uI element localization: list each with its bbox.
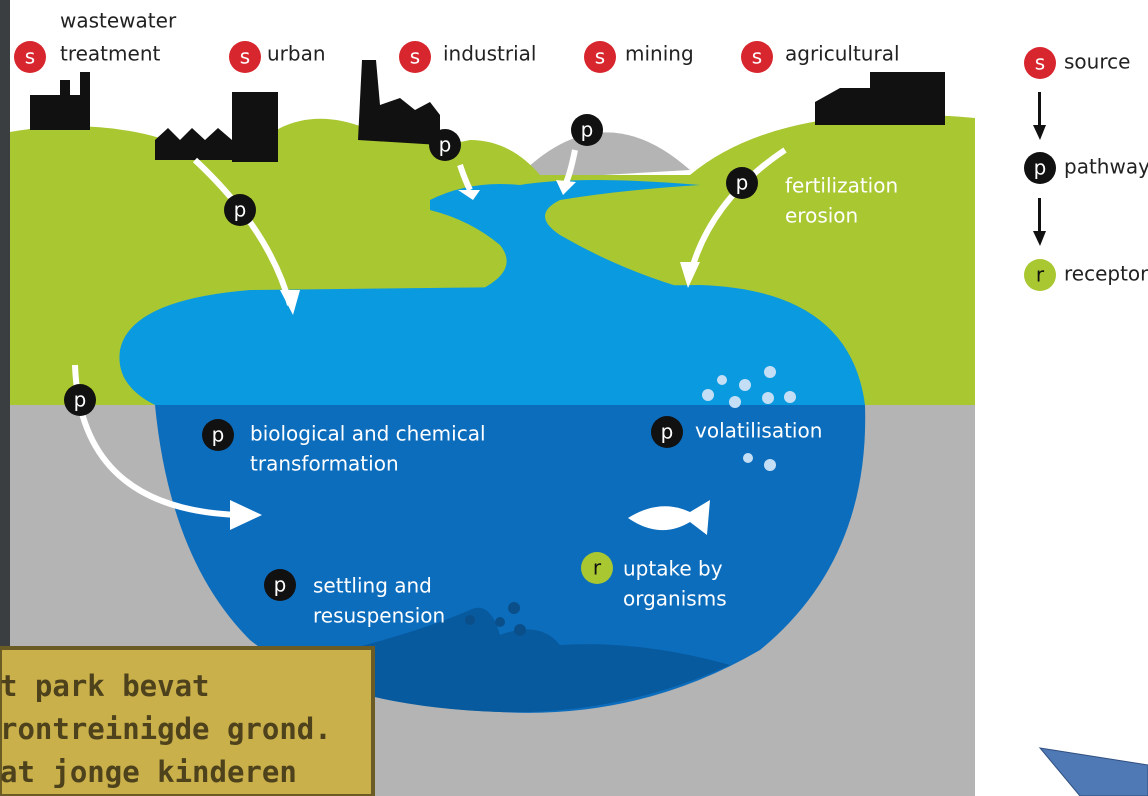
process-label: settling and [313,574,432,598]
badge-letter: p [1034,156,1047,180]
badge-letter: p [212,423,225,447]
process-label: biological and chemical [250,422,486,446]
process-label: uptake by [623,557,723,581]
badge-letter: p [661,420,674,444]
source-label: industrial [443,42,536,66]
badge-letter: p [74,388,87,412]
process-label: organisms [623,587,727,611]
process-label: transformation [250,452,399,476]
source-label: wastewater [60,9,177,33]
badge-letter: p [581,118,594,142]
sign-text: rontreinigde grond. [0,712,332,746]
page: t park bevat rontreinigde grond. at jong… [0,0,1148,796]
badge-letter: p [274,573,287,597]
sign-text: at jonge kinderen [0,755,297,789]
lake-surface [119,285,865,405]
badge-letter: p [439,133,452,157]
source-label: urban [267,42,326,66]
badge-letter: r [1036,263,1045,287]
badge-letter: s [410,45,420,69]
process-label: volatilisation [695,419,822,443]
process-label: resuspension [313,604,445,628]
legend-label: source [1064,50,1130,74]
badge-letter: p [736,171,749,195]
process-label: fertilization [785,174,898,198]
badge-letter: s [752,45,762,69]
source-label: agricultural [785,42,900,66]
diagram: t park bevat rontreinigde grond. at jong… [0,0,1148,796]
sign-text: t park bevat [0,669,210,703]
badge-letter: s [25,45,35,69]
process-label: erosion [785,204,858,228]
source-label: treatment [60,42,160,66]
badge-letter: s [240,45,250,69]
badge-letter: s [595,45,605,69]
legend-label: pathway [1064,155,1148,179]
source-label: mining [625,42,694,66]
badge-letter: r [593,556,602,580]
legend-label: receptor [1064,262,1148,286]
badge-letter: p [234,198,247,222]
badge-letter: s [1035,51,1045,75]
